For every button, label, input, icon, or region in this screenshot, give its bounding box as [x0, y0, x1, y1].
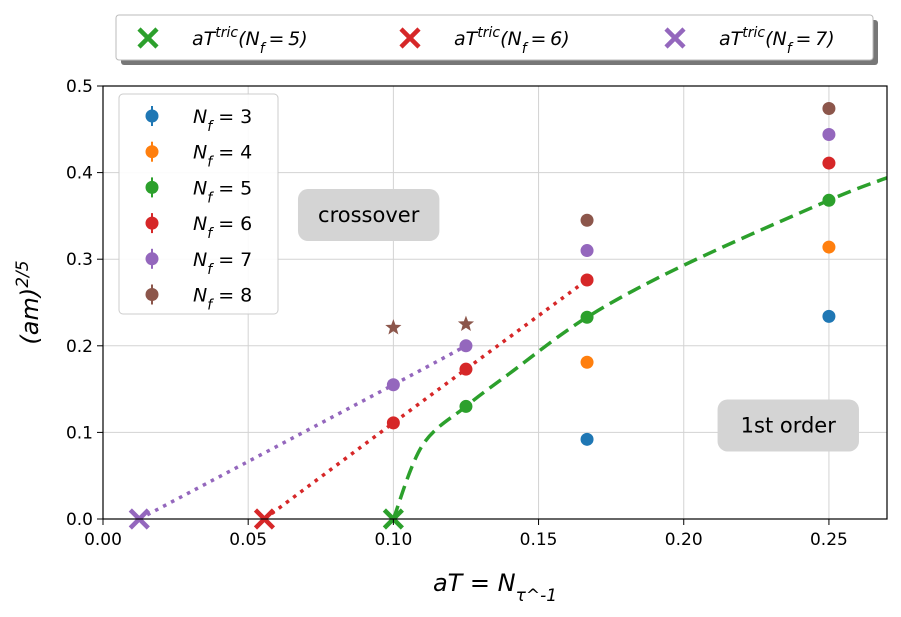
- fit-line: [138, 344, 467, 519]
- fit-lines: [138, 176, 887, 519]
- x-axis-label: aT = Nτ^-1​: [433, 569, 557, 606]
- top-legend-label: aTtric(Nf = 5): [192, 25, 308, 57]
- data-point: [822, 127, 836, 141]
- y-tick-label: 0.1: [66, 423, 93, 443]
- x-tick-label: 0.00: [84, 530, 122, 550]
- x-tick-label: 0.20: [665, 530, 703, 550]
- annotation-box: [717, 399, 859, 452]
- star-point: [457, 315, 475, 332]
- top-legend-label: aTtric(Nf = 7): [719, 25, 835, 57]
- x-tick-label: 0.10: [374, 530, 412, 550]
- x-tick-label: 0.05: [229, 530, 267, 550]
- y-tick-label: 0.5: [66, 77, 93, 97]
- top-legend-marker: [137, 27, 159, 49]
- data-point: [822, 193, 836, 207]
- data-point: [580, 355, 594, 369]
- data-point: [822, 156, 836, 170]
- legend: Nf​ = 3 Nf​ = 4 Nf​ = 5 Nf​ = 6 Nf​ = 7 Nf​ =…: [118, 93, 279, 315]
- legend-frame: [118, 93, 279, 315]
- y-tick-label: 0.0: [66, 510, 93, 530]
- y-tick-label: 0.2: [66, 337, 93, 357]
- data-point: [459, 399, 473, 413]
- annotation-text: crossover: [318, 203, 420, 227]
- data-point: [580, 273, 594, 287]
- data-point: [580, 432, 594, 446]
- data-point: [580, 310, 594, 324]
- legend-label: Nf​ = 7: [193, 249, 252, 278]
- legend-marker: [145, 288, 159, 301]
- data-point: [386, 416, 400, 430]
- axes-frame: [102, 85, 888, 520]
- top-legend-label: aTtric(Nf = 6): [454, 25, 570, 57]
- legend-label: Nf​ = 8: [193, 285, 252, 314]
- top-legend-marker: [664, 27, 686, 49]
- top-legend: aTtric(Nf = 5) aTtric(Nf = 6) aTtric(Nf = …: [115, 14, 878, 65]
- legend-label: Nf​ = 3: [193, 106, 252, 135]
- data-point: [386, 378, 400, 392]
- data-points: [385, 102, 836, 446]
- data-point: [822, 240, 836, 254]
- star-point: [385, 319, 402, 335]
- top-legend-frame: [115, 14, 874, 61]
- annotation: crossover: [297, 189, 440, 242]
- legend-marker: [145, 145, 159, 159]
- legend-marker: [145, 216, 159, 230]
- legend-label: Nf​ = 4: [193, 142, 252, 171]
- annotation: 1st order: [717, 399, 859, 452]
- fit-line: [391, 176, 887, 519]
- legend-label: Nf​ = 5: [193, 177, 252, 206]
- data-point: [580, 213, 594, 227]
- legend-marker: [145, 252, 159, 266]
- x-tick-label: 0.25: [810, 530, 848, 550]
- legend-label: Nf​ = 6: [193, 213, 252, 242]
- legend-marker: [145, 109, 159, 123]
- legend-marker: [145, 180, 159, 194]
- data-point: [580, 244, 594, 258]
- data-point: [822, 309, 836, 323]
- top-legend-marker: [399, 27, 421, 49]
- data-point: [459, 339, 473, 353]
- y-tick-label: 0.4: [66, 164, 93, 184]
- ticks: 0.00 0.05 0.10 0.15 0.20 0.25 0.0 0.1 0.2 0.3 0.4 0…: [66, 77, 848, 550]
- x-tick-label: 0.15: [520, 530, 558, 550]
- data-point: [459, 362, 473, 376]
- y-tick-label: 0.3: [66, 250, 93, 270]
- y-axis-label: (am)2/5​: [13, 260, 44, 344]
- annotation-text: 1st order: [741, 413, 837, 437]
- annotation-box: [297, 189, 440, 242]
- data-point: [822, 102, 836, 116]
